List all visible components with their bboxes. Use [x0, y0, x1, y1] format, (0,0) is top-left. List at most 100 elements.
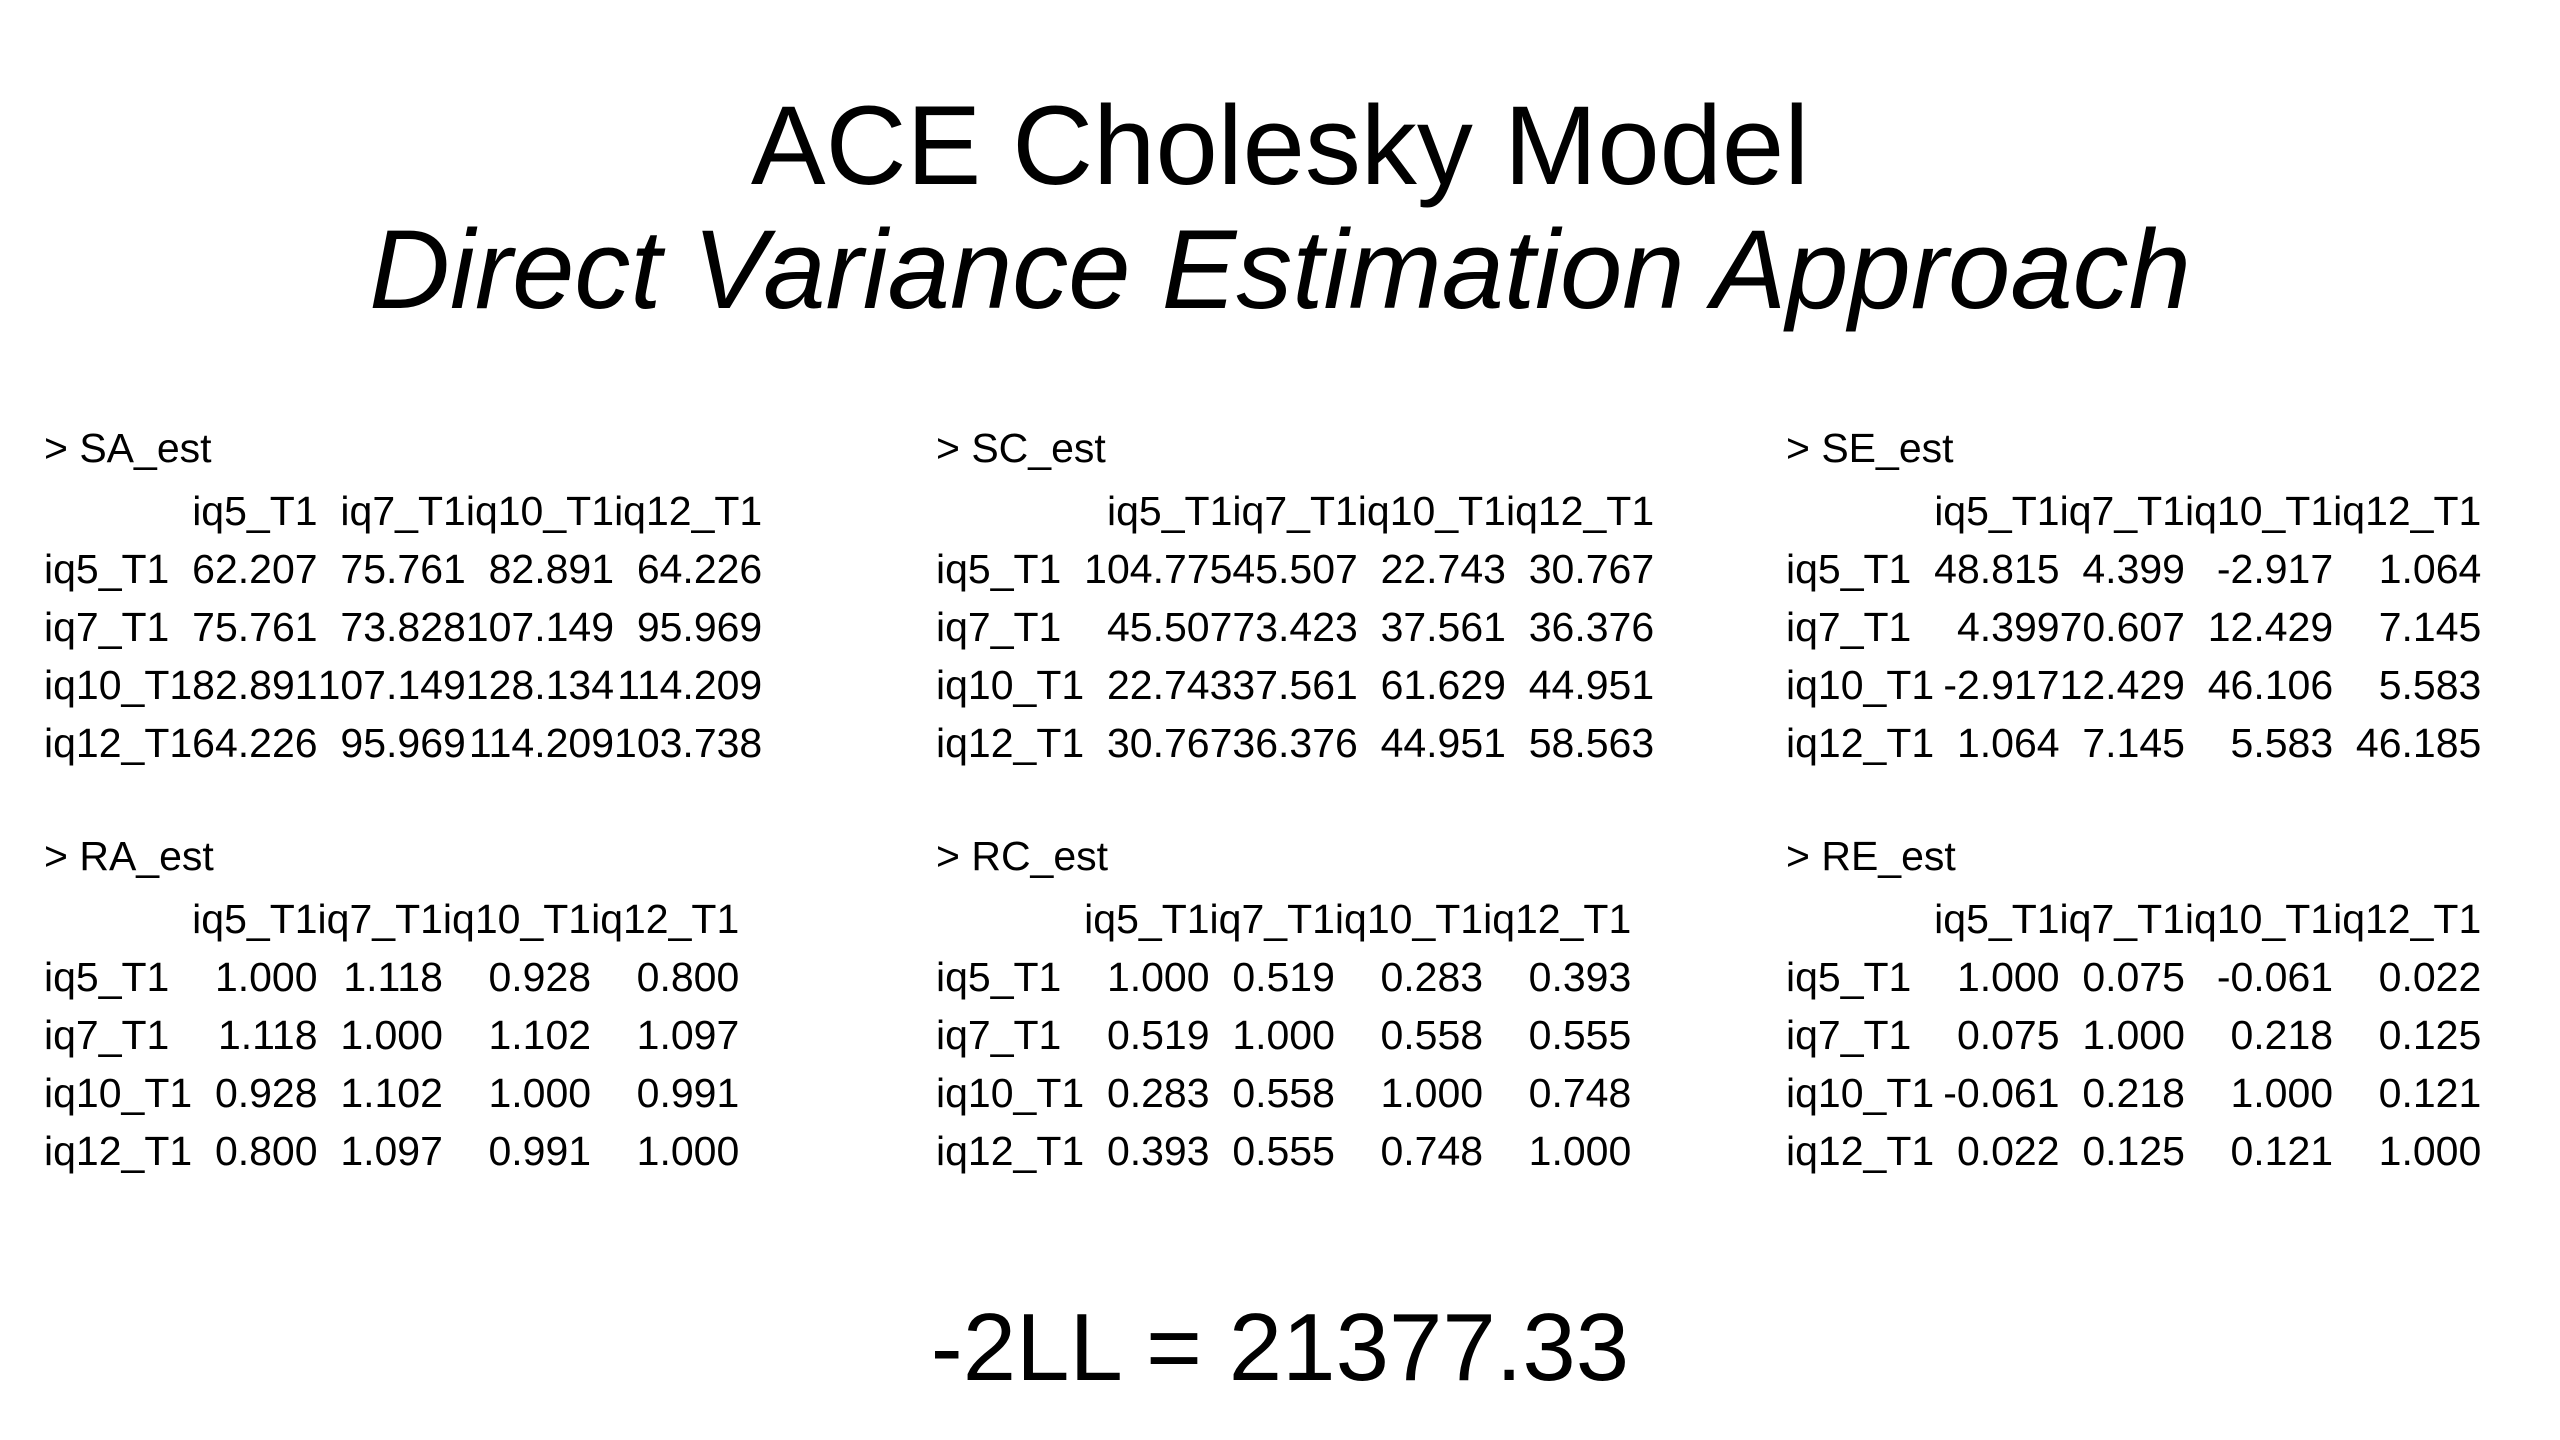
- matrix-cell: 0.991: [636, 1070, 740, 1116]
- matrix-cell: 82.891: [488, 546, 615, 592]
- table-row: iq12_T1 30.767 36.376 44.951 58.563: [936, 714, 1654, 772]
- matrix-cell: 45.507: [1232, 546, 1358, 592]
- matrix-cell: 12.429: [2207, 604, 2334, 650]
- matrix-cell: 48.815: [1934, 546, 2060, 592]
- matrix-cell: 1.000: [488, 1070, 592, 1116]
- matrix-cell: 62.207: [192, 546, 318, 592]
- matrix-cell: 4.399: [1956, 604, 2060, 650]
- matrix-cell: 75.761: [340, 546, 466, 592]
- matrix-cell: 114.209: [617, 662, 763, 708]
- matrix-cell: 0.748: [1528, 1070, 1632, 1116]
- matrix-cell: 1.000: [1232, 1012, 1335, 1058]
- matrix-cell: 1.064: [1956, 720, 2060, 766]
- matrix-cell: 107.149: [465, 604, 615, 650]
- table-row: iq12_T1 0.800 1.097 0.991 1.000: [44, 1122, 739, 1180]
- matrix-cell: 95.969: [340, 720, 466, 766]
- row-header: iq5_T1: [1786, 546, 1912, 592]
- matrix-cell: 114.209: [468, 720, 615, 766]
- matrix-cell: 1.000: [636, 1128, 740, 1174]
- matrix-cell: 1.000: [2082, 1012, 2185, 1058]
- matrix-cell: 0.218: [2082, 1070, 2185, 1116]
- column-header: iq10_T1: [442, 896, 592, 942]
- matrix-cell: 1.118: [217, 1012, 318, 1058]
- table-row: iq10_T1 82.891 107.149 128.134 114.209: [44, 656, 762, 714]
- matrix-table: iq5_T1 iq7_T1 iq10_T1 iq12_T1 iq5_T1 1.000 0.0…: [1786, 890, 2481, 1180]
- table-row: iq10_T1 -0.061 0.218 1.000 0.121: [1786, 1064, 2481, 1122]
- matrix-table: iq5_T1 iq7_T1 iq10_T1 iq12_T1 iq5_T1 104.775 4…: [936, 482, 1654, 772]
- matrix-cell: 5.583: [2230, 720, 2334, 766]
- table-row: iq10_T1 0.928 1.102 1.000 0.991: [44, 1064, 739, 1122]
- matrix-cell: 22.743: [1106, 662, 1233, 708]
- column-header: iq5_T1: [1934, 896, 2060, 942]
- column-header: iq12_T1: [2333, 896, 2482, 942]
- matrix-header-row: iq5_T1 iq7_T1 iq10_T1 iq12_T1: [936, 482, 1654, 540]
- column-header: iq10_T1: [465, 488, 615, 534]
- matrix-corner: [1786, 482, 1934, 540]
- table-row: iq10_T1 -2.917 12.429 46.106 5.583: [1786, 656, 2481, 714]
- column-header: iq5_T1: [1084, 896, 1210, 942]
- matrix-cell: 1.097: [636, 1012, 740, 1058]
- minus-2ll-result: -2LL = 21377.33: [930, 1294, 1630, 1401]
- matrix-cell: 0.022: [2378, 954, 2482, 1000]
- matrix-cell: -0.061: [1943, 1070, 2060, 1116]
- matrix-name: > RE_est: [1786, 833, 1956, 879]
- matrix-cell: 7.145: [2378, 604, 2482, 650]
- matrix-cell: 46.185: [2355, 720, 2482, 766]
- matrix-name: > SA_est: [44, 425, 212, 471]
- matrix-cell: 0.928: [214, 1070, 318, 1116]
- row-header: iq10_T1: [936, 662, 1085, 708]
- matrix-cell: 1.000: [1956, 954, 2060, 1000]
- slide-subtitle: Direct Variance Estimation Approach: [369, 207, 2191, 332]
- matrix-cell: 95.969: [636, 604, 763, 650]
- matrix-cell: -2.917: [1943, 662, 2060, 708]
- matrix-cell: 37.561: [1380, 604, 1506, 650]
- row-header: iq12_T1: [44, 1128, 193, 1174]
- matrix-cell: 44.951: [1380, 720, 1506, 766]
- table-row: iq5_T1 62.207 75.761 82.891 64.226: [44, 540, 762, 598]
- matrix-cell: 22.743: [1380, 546, 1506, 592]
- matrix-cell: 0.800: [636, 954, 740, 1000]
- matrix-cell: 0.800: [214, 1128, 318, 1174]
- table-row: iq7_T1 4.399 70.607 12.429 7.145: [1786, 598, 2481, 656]
- table-row: iq7_T1 1.118 1.000 1.102 1.097: [44, 1006, 739, 1064]
- column-header: iq10_T1: [1334, 896, 1484, 942]
- column-header: iq10_T1: [2184, 488, 2334, 534]
- matrix-cell: 1.102: [488, 1012, 592, 1058]
- column-header: iq7_T1: [340, 488, 466, 534]
- matrix-cell: 5.583: [2378, 662, 2482, 708]
- table-row: iq7_T1 0.519 1.000 0.558 0.555: [936, 1006, 1631, 1064]
- matrix-cell: 103.738: [614, 720, 763, 766]
- matrix-cell: 61.629: [1380, 662, 1506, 708]
- matrix-cell: 37.561: [1232, 662, 1358, 708]
- matrix-cell: 58.563: [1528, 720, 1655, 766]
- matrix-cell: 1.000: [214, 954, 318, 1000]
- matrix-table: iq5_T1 iq7_T1 iq10_T1 iq12_T1 iq5_T1 1.000 1.1…: [44, 890, 739, 1180]
- matrix-cell: 30.767: [1528, 546, 1655, 592]
- row-header: iq10_T1: [44, 1070, 193, 1116]
- matrix-cell: 1.064: [2378, 546, 2482, 592]
- row-header: iq7_T1: [44, 1012, 170, 1058]
- matrix-corner: [936, 890, 1084, 948]
- matrix-corner: [44, 890, 192, 948]
- table-row: iq12_T1 1.064 7.145 5.583 46.185: [1786, 714, 2481, 772]
- table-row: iq5_T1 1.000 0.519 0.283 0.393: [936, 948, 1631, 1006]
- matrix-cell: 46.106: [2207, 662, 2334, 708]
- row-header: iq10_T1: [936, 1070, 1085, 1116]
- row-header: iq5_T1: [936, 546, 1062, 592]
- row-header: iq7_T1: [44, 604, 170, 650]
- matrix-cell: 0.075: [1956, 1012, 2060, 1058]
- row-header: iq12_T1: [1786, 720, 1935, 766]
- matrix-cell: 1.000: [1380, 1070, 1484, 1116]
- matrix-cell: 0.283: [1380, 954, 1484, 1000]
- table-row: iq12_T1 64.226 95.969 114.209 103.738: [44, 714, 762, 772]
- matrix-name: > SE_est: [1786, 425, 1954, 471]
- matrix-cell: 64.226: [636, 546, 763, 592]
- matrix-cell: 0.555: [1528, 1012, 1632, 1058]
- column-header: iq7_T1: [317, 896, 443, 942]
- table-row: iq7_T1 75.761 73.828 107.149 95.969: [44, 598, 762, 656]
- matrix-cell: 0.075: [2082, 954, 2185, 1000]
- matrix-cell: 70.607: [2059, 604, 2185, 650]
- column-header: iq12_T1: [591, 896, 740, 942]
- table-row: iq12_T1 0.393 0.555 0.748 1.000: [936, 1122, 1631, 1180]
- matrix-cell: 0.121: [2378, 1070, 2482, 1116]
